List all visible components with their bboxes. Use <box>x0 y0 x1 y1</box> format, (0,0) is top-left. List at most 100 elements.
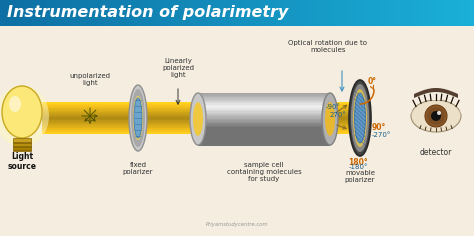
Bar <box>127 0 135 26</box>
Bar <box>198 115 330 117</box>
Polygon shape <box>42 106 358 107</box>
Polygon shape <box>42 125 358 126</box>
Polygon shape <box>42 133 358 134</box>
Bar <box>198 137 330 139</box>
Text: unpolarized
light: unpolarized light <box>70 73 110 86</box>
Ellipse shape <box>2 86 42 138</box>
Bar <box>261 0 270 26</box>
Polygon shape <box>42 115 358 116</box>
Bar <box>292 0 301 26</box>
Bar <box>411 0 419 26</box>
Bar <box>198 142 330 145</box>
Bar <box>198 106 330 108</box>
Text: detector: detector <box>420 148 452 157</box>
Ellipse shape <box>134 98 142 138</box>
Polygon shape <box>42 122 358 123</box>
Bar <box>198 97 330 99</box>
Bar <box>8 0 17 26</box>
Polygon shape <box>42 106 358 107</box>
Polygon shape <box>42 108 358 109</box>
Polygon shape <box>42 110 358 111</box>
Bar <box>198 0 206 26</box>
Bar <box>403 0 412 26</box>
Text: sample cell
containing molecules
for study: sample cell containing molecules for stu… <box>227 162 301 182</box>
Bar <box>347 0 356 26</box>
Text: Optical rotation due to
molecules: Optical rotation due to molecules <box>289 40 367 53</box>
Polygon shape <box>42 121 358 122</box>
Ellipse shape <box>355 93 365 143</box>
Text: Priyamstudycentre.com: Priyamstudycentre.com <box>206 222 268 227</box>
Bar <box>198 133 330 136</box>
Polygon shape <box>42 125 358 126</box>
Bar <box>198 102 330 104</box>
Bar <box>198 135 330 137</box>
Bar <box>150 0 159 26</box>
Polygon shape <box>42 114 358 115</box>
Bar <box>55 0 64 26</box>
Ellipse shape <box>427 107 445 125</box>
Text: -180°: -180° <box>348 164 368 170</box>
Polygon shape <box>42 112 358 113</box>
Polygon shape <box>42 111 358 112</box>
Polygon shape <box>42 129 358 130</box>
Text: 180°: 180° <box>348 158 368 167</box>
Bar <box>419 0 428 26</box>
Polygon shape <box>42 104 358 105</box>
Bar <box>213 0 222 26</box>
Ellipse shape <box>437 111 441 115</box>
Bar <box>371 0 380 26</box>
Polygon shape <box>42 111 358 112</box>
Bar <box>300 0 309 26</box>
Ellipse shape <box>322 93 338 145</box>
Bar <box>198 129 330 132</box>
Bar <box>24 0 33 26</box>
Bar <box>276 0 285 26</box>
Bar <box>198 141 330 143</box>
Polygon shape <box>42 114 358 115</box>
Bar <box>63 0 72 26</box>
Bar <box>0 0 9 26</box>
Polygon shape <box>42 127 358 128</box>
Text: 270°: 270° <box>330 112 347 118</box>
Bar <box>205 0 214 26</box>
Bar <box>198 120 330 122</box>
Polygon shape <box>42 119 358 120</box>
Bar <box>198 113 330 115</box>
Bar <box>229 0 238 26</box>
Bar <box>198 109 330 111</box>
Bar <box>324 0 333 26</box>
Text: fixed
polarizer: fixed polarizer <box>123 162 153 175</box>
Bar <box>356 0 365 26</box>
Polygon shape <box>42 102 358 103</box>
Bar <box>198 111 330 114</box>
Polygon shape <box>42 132 358 133</box>
Bar <box>466 0 474 26</box>
Ellipse shape <box>129 85 147 151</box>
Polygon shape <box>42 108 358 109</box>
Polygon shape <box>42 102 358 103</box>
Polygon shape <box>42 132 358 133</box>
Bar <box>308 0 317 26</box>
Bar <box>198 101 330 103</box>
Bar <box>198 116 330 119</box>
Polygon shape <box>42 123 358 124</box>
Polygon shape <box>42 128 358 129</box>
Text: -270°: -270° <box>372 132 392 138</box>
Ellipse shape <box>9 96 21 112</box>
Bar <box>87 0 96 26</box>
Bar <box>95 0 104 26</box>
Bar <box>13 143 31 147</box>
Bar <box>13 147 31 151</box>
Bar <box>442 0 451 26</box>
Polygon shape <box>42 130 358 131</box>
Bar <box>198 103 330 106</box>
Polygon shape <box>42 104 358 105</box>
Bar <box>198 124 330 126</box>
Polygon shape <box>42 126 358 127</box>
Ellipse shape <box>349 80 371 156</box>
Bar <box>245 0 254 26</box>
Polygon shape <box>42 120 358 121</box>
Polygon shape <box>42 117 358 118</box>
Ellipse shape <box>133 96 143 140</box>
Ellipse shape <box>0 85 49 147</box>
